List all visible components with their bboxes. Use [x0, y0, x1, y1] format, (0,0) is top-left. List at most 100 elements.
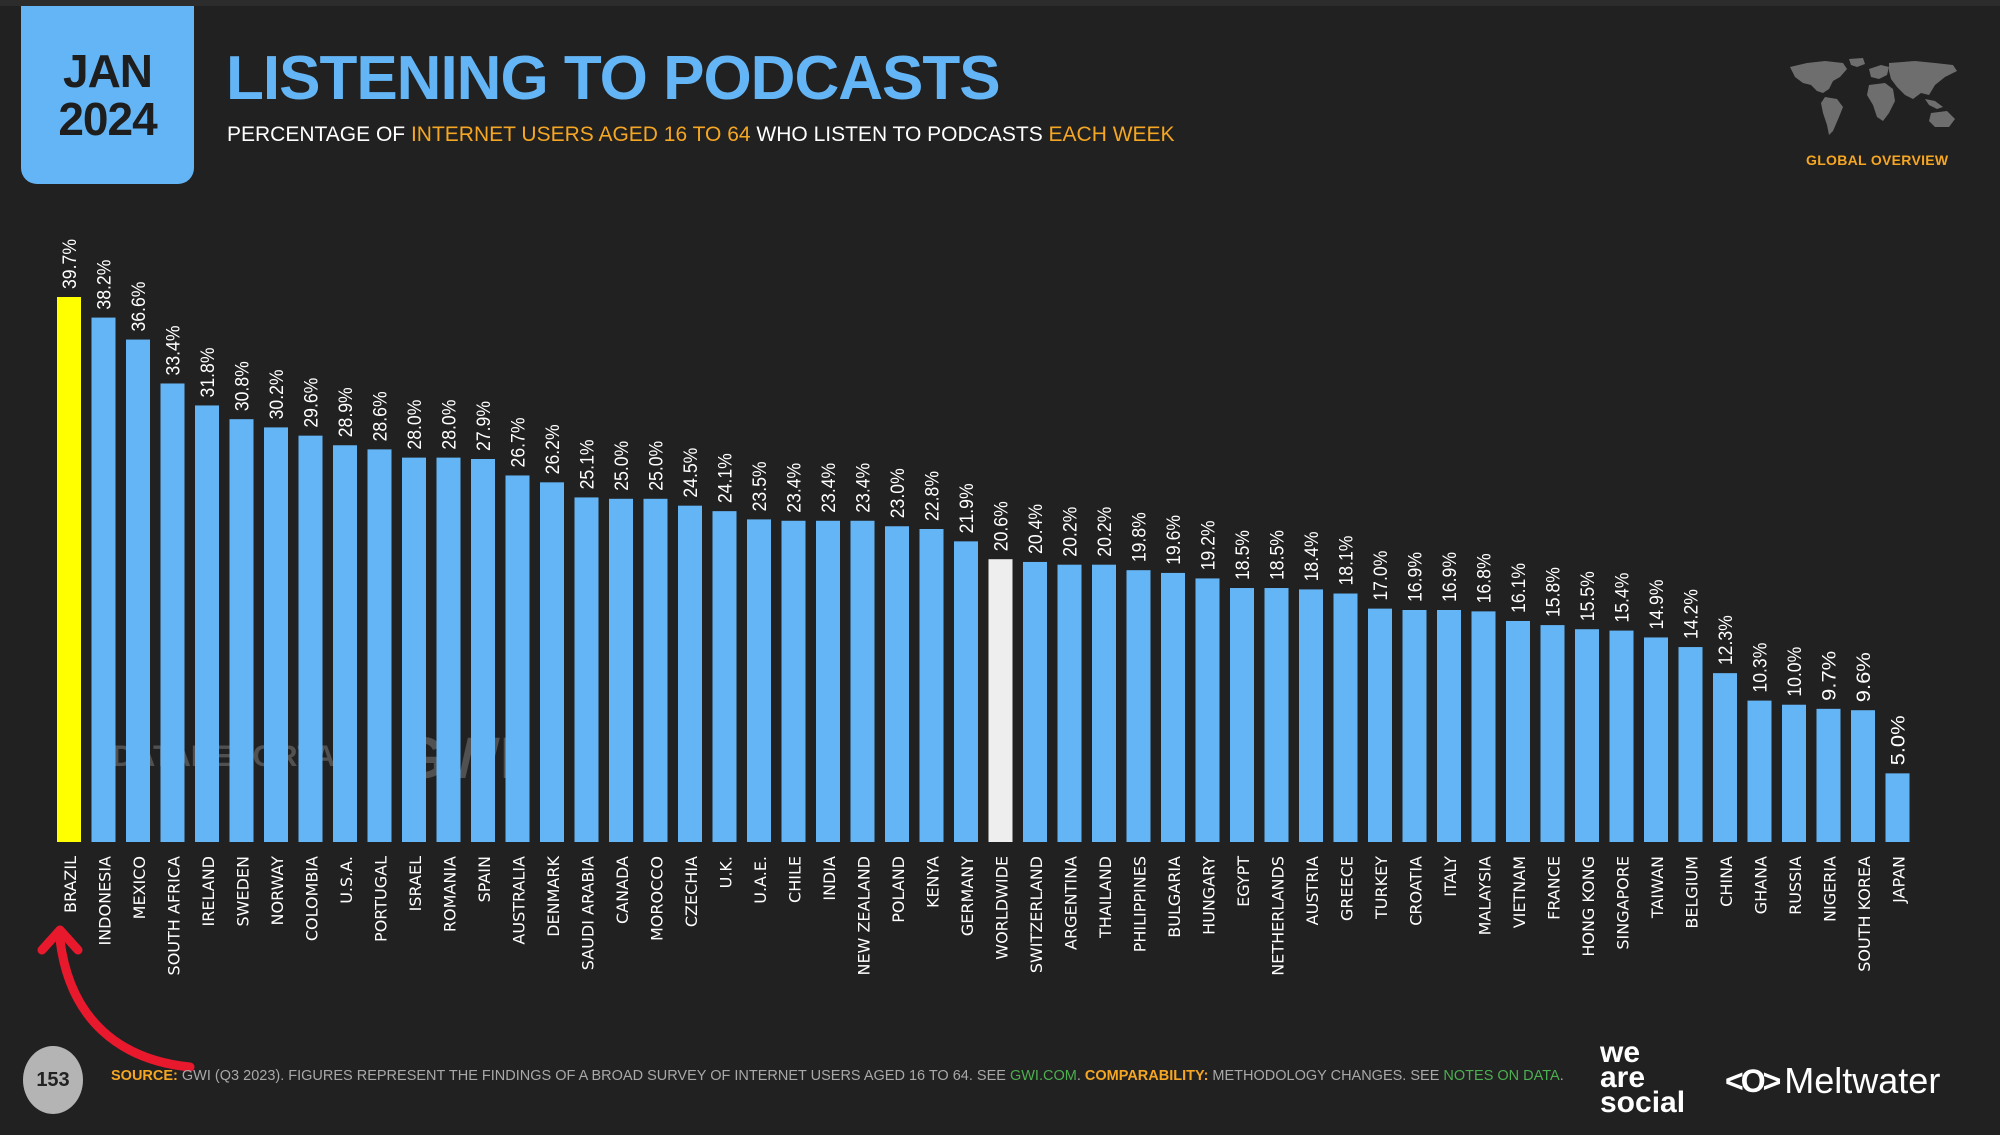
- value-label: 20.6%: [992, 501, 1013, 551]
- date-year: 2024: [58, 93, 157, 145]
- subtitle-part-3: WHO LISTEN TO PODCASTS: [750, 123, 1049, 146]
- bar-czechia: [678, 505, 702, 842]
- bar-hong-kong: [1575, 629, 1599, 842]
- category-label: INDIA: [820, 856, 839, 901]
- source-separator: .: [1076, 1068, 1085, 1084]
- bar-australia: [505, 475, 530, 842]
- bar-norway: [264, 427, 288, 842]
- subtitle-highlight-2: EACH WEEK: [1048, 123, 1175, 146]
- category-label: ISRAEL: [406, 856, 425, 911]
- bar-greece: [1333, 593, 1358, 842]
- category-label: FRANCE: [1545, 856, 1564, 920]
- category-label: PORTUGAL: [372, 856, 391, 942]
- category-label: CZECHIA: [682, 856, 701, 927]
- region-label: GLOBAL OVERVIEW: [1806, 152, 1949, 168]
- value-label: 14.2%: [1682, 589, 1703, 639]
- category-label: CANADA: [613, 856, 632, 924]
- category-label: NETHERLANDS: [1269, 856, 1288, 976]
- category-label: SPAIN: [475, 856, 494, 902]
- value-label: 26.7%: [509, 417, 530, 467]
- bar-malaysia: [1471, 611, 1496, 842]
- category-label: GREECE: [1338, 856, 1357, 921]
- value-label: 19.8%: [1130, 512, 1151, 562]
- page-subtitle: PERCENTAGE OF INTERNET USERS AGED 16 TO …: [227, 122, 1175, 148]
- bar-israel: [402, 457, 426, 842]
- page-title: LISTENING TO PODCASTS: [226, 44, 1001, 113]
- value-label: 16.9%: [1406, 552, 1427, 602]
- source-note: SOURCE: GWI (Q3 2023). FIGURES REPRESENT…: [111, 1068, 1564, 1084]
- value-label: 18.4%: [1302, 531, 1323, 581]
- category-label: SINGAPORE: [1614, 856, 1633, 950]
- category-label: GHANA: [1752, 856, 1771, 914]
- category-label: RUSSIA: [1786, 856, 1805, 915]
- we-are-social-logo: we are social: [1600, 1038, 1686, 1119]
- bar-mexico: [126, 339, 150, 842]
- bar-austria: [1299, 589, 1323, 842]
- category-label: GERMANY: [958, 856, 977, 936]
- category-label: VIETNAM: [1510, 856, 1529, 928]
- value-label: 23.4%: [785, 463, 806, 513]
- category-label: SOUTH AFRICA: [165, 856, 184, 976]
- category-label: POLAND: [889, 856, 908, 923]
- category-label: SWEDEN: [234, 856, 253, 926]
- bar-india: [816, 520, 840, 842]
- meltwater-icon: <O>: [1725, 1062, 1781, 1099]
- category-label: SWITZERLAND: [1027, 856, 1046, 973]
- bar-worldwide: [988, 559, 1013, 842]
- category-label: U.S.A.: [337, 856, 356, 904]
- gwi-link[interactable]: GWI.COM: [1009, 1068, 1077, 1084]
- value-label: 22.8%: [923, 471, 944, 521]
- value-label: 16.1%: [1509, 563, 1530, 613]
- bar-sweden: [229, 419, 254, 842]
- bar-spain: [471, 458, 495, 842]
- category-label: U.K.: [717, 856, 736, 888]
- bar-bulgaria: [1161, 572, 1185, 842]
- value-label: 23.0%: [888, 468, 909, 518]
- category-label: ARGENTINA: [1062, 856, 1081, 950]
- value-label: 10.0%: [1785, 647, 1806, 697]
- value-label: 31.8%: [198, 347, 219, 397]
- value-label: 23.4%: [854, 463, 875, 513]
- value-label: 27.9%: [474, 401, 495, 451]
- bar-new-zealand: [850, 520, 875, 842]
- value-label: 20.2%: [1061, 507, 1082, 557]
- world-map-icon: [1790, 58, 1957, 135]
- bar-colombia: [298, 435, 323, 842]
- value-label: 16.9%: [1440, 552, 1461, 602]
- category-label: COLOMBIA: [303, 856, 322, 941]
- category-label: BELGIUM: [1683, 856, 1702, 929]
- value-label: 17.0%: [1371, 551, 1392, 601]
- category-label: THAILAND: [1096, 856, 1115, 939]
- category-label: PHILIPPINES: [1131, 856, 1150, 952]
- category-label: MOROCCO: [648, 856, 667, 941]
- logo-line: social: [1600, 1086, 1686, 1119]
- value-label: 9.7%: [1820, 651, 1841, 701]
- value-label: 23.4%: [819, 463, 840, 513]
- bar-egypt: [1230, 588, 1254, 842]
- bar-kenya: [919, 529, 944, 842]
- bar-france: [1540, 625, 1565, 842]
- value-label: 21.9%: [957, 483, 978, 533]
- value-label: 15.8%: [1544, 567, 1565, 617]
- value-label: 9.6%: [1854, 652, 1875, 702]
- date-badge: JAN 2024: [21, 6, 194, 184]
- meltwater-logo: <O> Meltwater: [1725, 1060, 1940, 1102]
- value-label: 33.4%: [164, 325, 185, 375]
- value-label: 23.5%: [750, 461, 771, 511]
- top-border: [0, 0, 2000, 6]
- notes-on-data-link[interactable]: NOTES ON DATA: [1443, 1068, 1560, 1084]
- value-label: 18.5%: [1268, 530, 1289, 580]
- category-label: IRELAND: [199, 856, 218, 926]
- bar-u-a-e: [747, 519, 771, 842]
- category-label: TAIWAN: [1648, 856, 1667, 919]
- value-label: 25.1%: [578, 439, 599, 489]
- value-label: 14.9%: [1647, 579, 1668, 629]
- category-label: CROATIA: [1407, 856, 1426, 926]
- value-label: 18.1%: [1337, 535, 1358, 585]
- category-label: EGYPT: [1234, 856, 1253, 907]
- value-label: 30.8%: [233, 361, 254, 411]
- date-month: JAN: [62, 45, 153, 97]
- category-label: HONG KONG: [1579, 856, 1598, 957]
- bar-u-s-a: [333, 445, 357, 842]
